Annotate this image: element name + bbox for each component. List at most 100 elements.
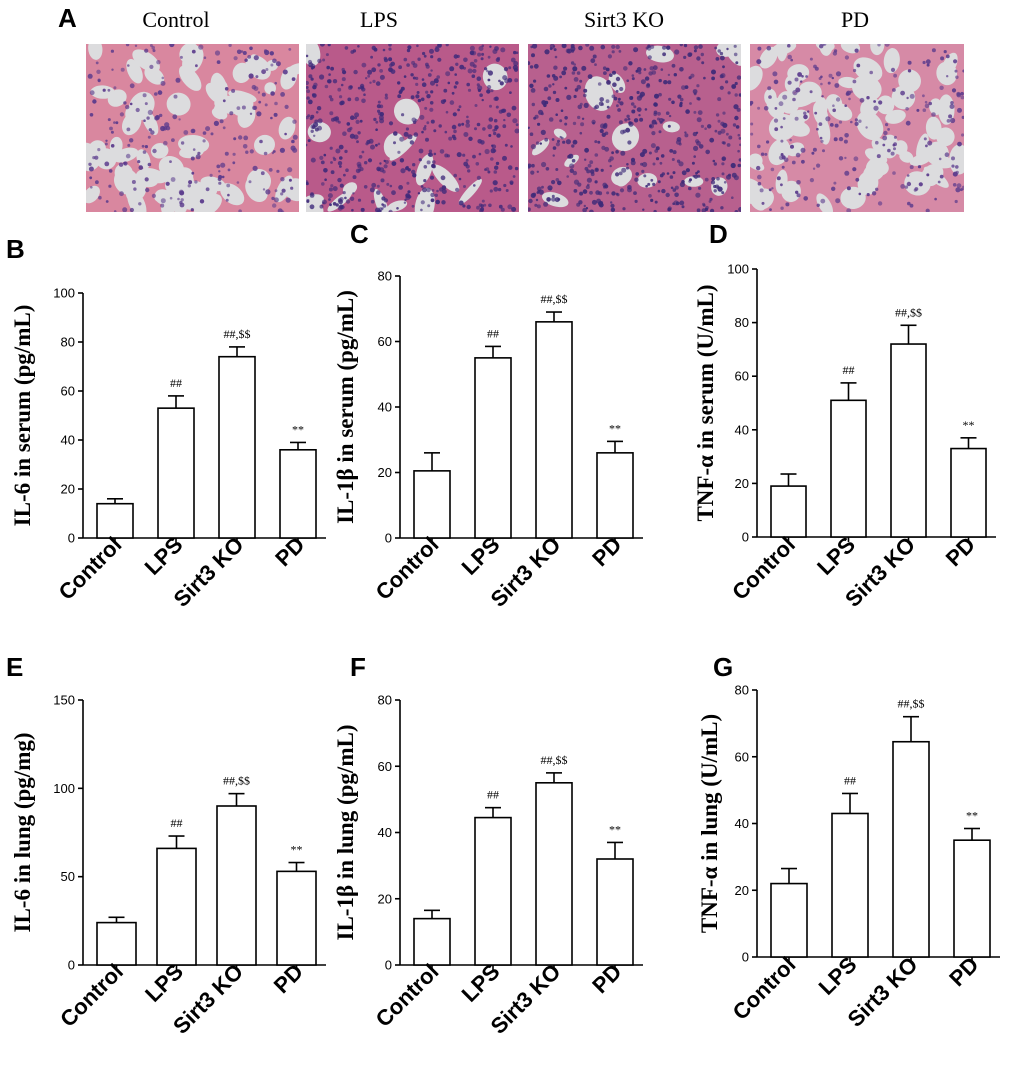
nucleus [177,197,180,201]
nucleus [571,158,576,163]
nucleus [766,45,772,51]
y-tick-label: 100 [53,781,75,796]
nucleus [787,80,792,85]
nucleus [199,199,205,204]
nucleus [444,153,449,158]
nucleus [145,187,150,193]
nucleus [333,157,337,161]
alveolar-space [925,116,942,140]
nucleus [416,44,419,48]
nucleus [950,101,954,105]
nucleus [609,73,613,77]
significance-label-sirt3-ko: ##,$$ [541,753,568,767]
nucleus [885,123,889,127]
nucleus [406,181,410,185]
nucleus [850,90,853,94]
nucleus [787,54,792,60]
nucleus [647,182,651,186]
nucleus [594,180,598,184]
nucleus [800,147,806,153]
alveolar-space [684,176,704,187]
nucleus [335,203,339,207]
nucleus [533,63,539,69]
nucleus [354,96,360,102]
nucleus [890,151,895,156]
nucleus [853,68,857,73]
nucleus [144,177,149,182]
nucleus [493,186,499,192]
nucleus [719,85,724,90]
nucleus [347,97,352,102]
nucleus [383,164,388,169]
nucleus [335,148,341,154]
significance-label-pd: ** [291,843,303,857]
nucleus [504,143,508,147]
nucleus [713,162,717,166]
nucleus [426,94,431,99]
nucleus [488,203,492,208]
nucleus [484,148,490,155]
nucleus [530,170,535,175]
nucleus [582,189,588,194]
nucleus [721,172,725,176]
nucleus [907,69,912,73]
nucleus [906,174,910,177]
nucleus [791,160,796,165]
nucleus [430,80,435,86]
nucleus [695,192,701,198]
nucleus [592,54,597,59]
alveolar-space [611,166,633,186]
nucleus [538,189,544,195]
nucleus [433,152,437,156]
nucleus [129,207,134,212]
nucleus [337,87,342,92]
significance-label-sirt3-ko: ##,$$ [898,697,925,711]
nucleus [353,69,358,75]
nucleus [809,57,813,61]
panel-letter-f: F [350,652,366,682]
nucleus [462,153,466,157]
significance-label-lps: ## [843,363,855,377]
nucleus [290,186,294,190]
nucleus [780,139,784,143]
nucleus [952,171,958,177]
nucleus [555,98,560,102]
nucleus [393,141,396,145]
nucleus [388,209,393,212]
nucleus [330,66,334,71]
nucleus [780,125,783,129]
nucleus [151,45,155,50]
alveolar-space [342,182,358,195]
nucleus [685,109,690,114]
nucleus [90,186,93,189]
nucleus [651,70,657,75]
alveolar-space [150,143,169,159]
nucleus [955,75,959,79]
bar-lps [831,812,869,958]
nucleus [253,55,259,61]
nucleus [731,172,737,178]
nucleus [192,148,196,151]
nucleus [597,82,602,86]
y-tick-label: 40 [735,816,749,831]
nucleus [412,120,417,125]
nucleus [907,201,911,206]
nucleus [224,151,229,156]
nucleus [852,167,857,172]
nucleus [415,94,420,99]
nucleus [875,187,879,191]
alveolar-space [885,109,906,124]
nucleus [642,161,648,168]
nucleus [498,204,503,209]
nucleus [577,182,582,187]
nucleus [587,163,592,168]
nucleus [478,46,484,51]
nucleus [714,129,718,133]
nucleus [306,180,309,184]
nucleus [272,203,277,208]
y-tick-label: 80 [378,693,392,708]
nucleus [104,161,110,167]
nucleus [642,208,645,211]
nucleus [850,120,853,124]
nucleus [531,53,535,58]
